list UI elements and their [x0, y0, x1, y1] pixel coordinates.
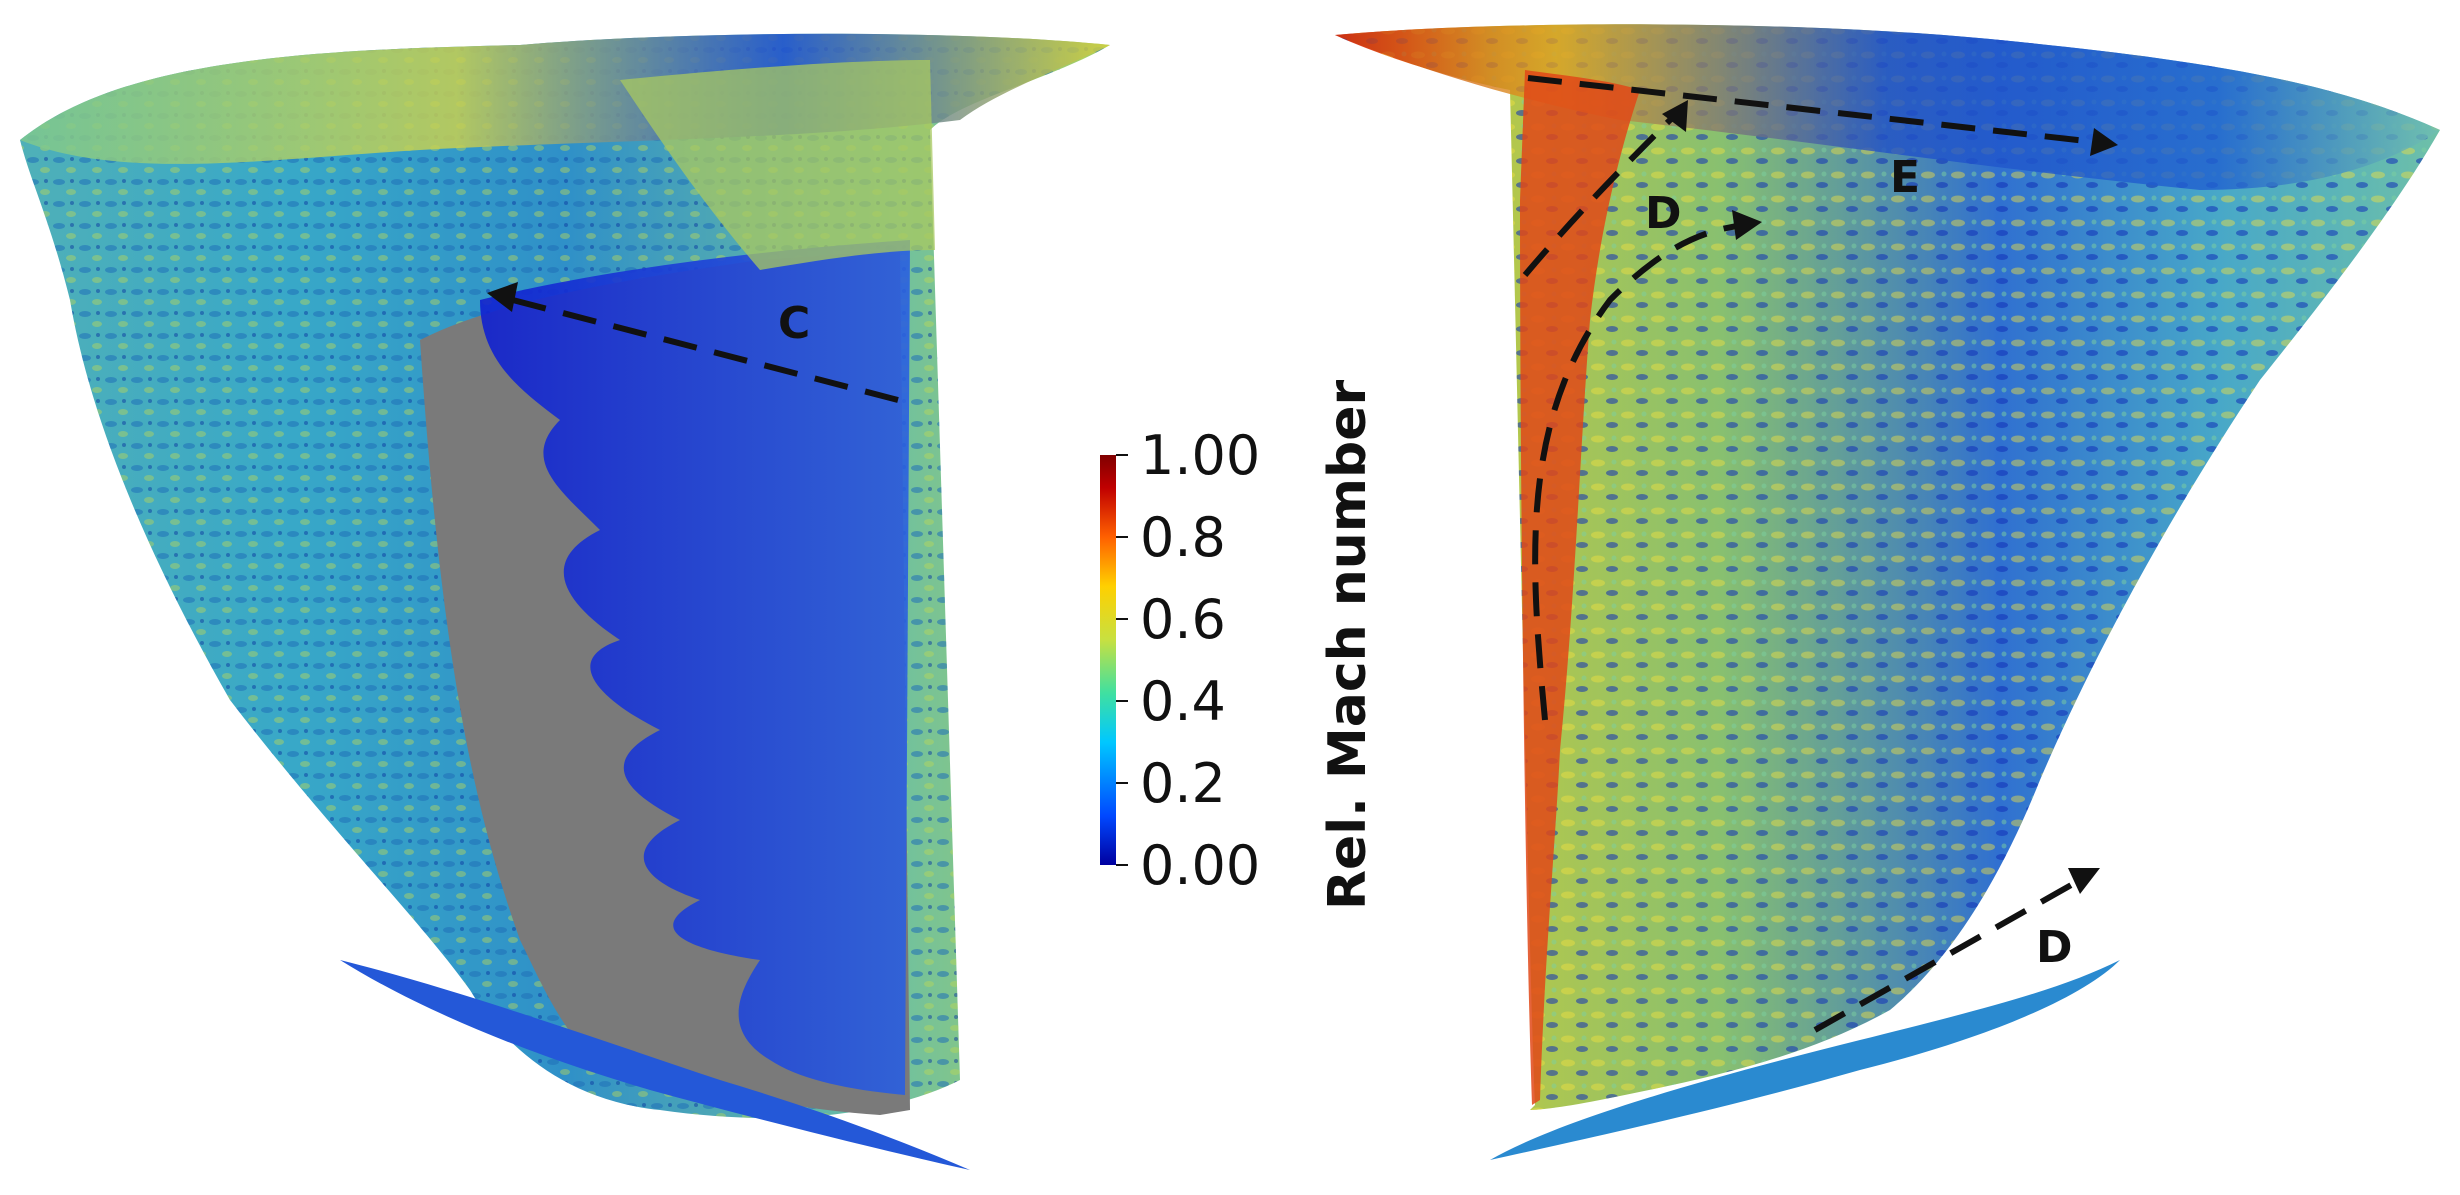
arrow-e-line	[1527, 75, 2096, 145]
flow-annotation-c: C	[487, 282, 899, 403]
colorbar-tick-label: 0.6	[1140, 588, 1226, 651]
right-leading-edge-high-mach	[1520, 70, 1640, 1105]
left-hub-fin	[340, 960, 970, 1170]
arrow-d-top-line-1	[1522, 107, 1683, 277]
colorbar-tick-label: 0.8	[1140, 506, 1226, 569]
label-d-top: D	[1645, 188, 1682, 239]
colorbar-tick-label: 0.2	[1140, 752, 1226, 815]
label-e: E	[1890, 152, 1920, 203]
colorbar: 1.00 0.8 0.6 0.4 0.2 0.00 Rel. Mach number	[1100, 380, 1378, 910]
left-low-mach-region	[480, 240, 910, 1095]
arrow-e-head	[2090, 128, 2118, 156]
label-d-bottom: D	[2036, 922, 2073, 973]
colorbar-title: Rel. Mach number	[1318, 380, 1378, 910]
arrow-d-top-line-2	[1532, 222, 1746, 721]
arrow-d-bottom-head	[2068, 868, 2100, 894]
colorbar-tick-label: 0.4	[1140, 670, 1226, 733]
colorbar-scale	[1100, 455, 1116, 865]
flow-annotation-e: E	[1527, 75, 2118, 203]
arrow-c-head	[487, 282, 518, 312]
colorbar-ticks: 1.00 0.8 0.6 0.4 0.2 0.00	[1116, 424, 1260, 897]
arrow-d-top-head-2	[1732, 210, 1762, 240]
flow-annotation-d-top: D	[1522, 100, 1762, 721]
arrow-d-top-head-1	[1662, 100, 1688, 132]
right-hub-fin	[1490, 960, 2120, 1160]
left-blade-upper-surface	[620, 60, 935, 270]
left-blade-view	[20, 33, 1110, 1170]
right-tip-vortex-band	[1335, 24, 2440, 191]
colorbar-tick-label: 1.00	[1140, 424, 1260, 487]
flow-annotation-d-bottom: D	[1813, 868, 2100, 1033]
arrow-c-line	[504, 295, 899, 403]
label-c: C	[778, 298, 810, 349]
colorbar-tick-label: 0.00	[1140, 834, 1260, 897]
